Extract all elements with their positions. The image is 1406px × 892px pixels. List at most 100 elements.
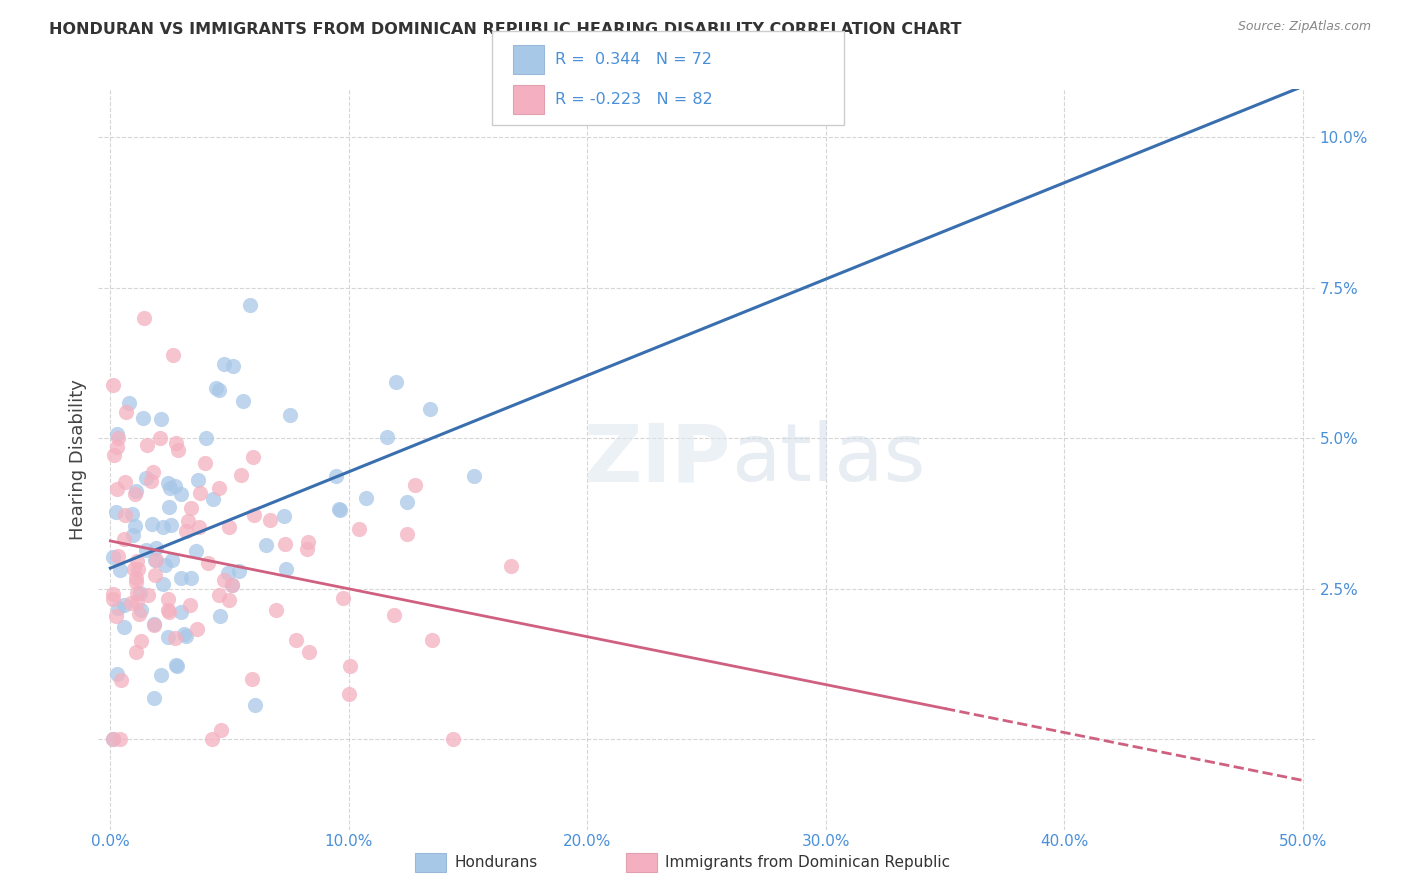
Point [162,348,184,362]
Point [170,487,193,501]
Point [125,574,148,589]
Point [157,605,180,619]
Point [167,443,190,458]
Point [125,483,148,498]
Point [103,449,125,463]
Point [118,395,141,409]
Point [325,468,347,483]
Point [385,375,408,389]
Point [208,609,231,624]
Point [165,657,187,672]
Point [274,562,297,576]
Point [142,465,165,479]
Point [332,591,354,606]
Text: Source: ZipAtlas.com: Source: ZipAtlas.com [1237,20,1371,33]
Point [375,430,398,444]
Point [105,482,128,496]
Point [101,377,124,392]
Point [297,645,319,659]
Point [163,479,186,493]
Point [101,549,124,564]
Point [347,522,370,536]
Point [125,595,148,609]
Point [127,561,149,575]
Point [179,598,201,612]
Point [201,732,224,747]
Point [150,411,173,425]
Text: Immigrants from Dominican Republic: Immigrants from Dominican Republic [665,855,950,870]
Point [112,620,135,634]
Point [419,401,441,416]
Point [122,562,145,576]
Point [155,558,177,572]
Text: atlas: atlas [731,420,925,499]
Point [295,542,318,557]
Point [127,586,149,600]
Point [329,503,352,517]
Point [132,411,155,425]
Text: R = -0.223   N = 82: R = -0.223 N = 82 [555,92,713,107]
Point [218,593,240,607]
Point [101,587,124,601]
Point [115,405,138,419]
Point [177,515,200,529]
Point [143,567,166,582]
Point [157,500,180,514]
Point [204,381,226,395]
Point [143,553,166,567]
Point [297,535,319,549]
Point [165,436,187,450]
Point [110,673,132,687]
Point [156,476,179,491]
Point [103,592,125,607]
Point [221,578,243,592]
Point [107,667,129,681]
Point [139,475,162,489]
Point [166,659,188,673]
Point [125,645,148,659]
Point [197,556,219,570]
Point [107,549,129,564]
Point [136,438,159,452]
Point [208,588,231,602]
Point [156,631,179,645]
Point [134,310,156,325]
Point [152,520,174,534]
Point [231,468,253,483]
Text: HONDURAN VS IMMIGRANTS FROM DOMINICAN REPUBLIC HEARING DISABILITY CORRELATION CH: HONDURAN VS IMMIGRANTS FROM DOMINICAN RE… [49,22,962,37]
Point [129,634,152,648]
Point [228,565,250,579]
Point [354,491,377,506]
Point [105,609,128,624]
Point [110,732,132,747]
Point [212,357,235,371]
Point [339,658,361,673]
Point [107,431,129,445]
Point [124,519,146,533]
Point [259,512,281,526]
Point [121,508,143,522]
Text: ZIP: ZIP [583,420,731,499]
Text: R =  0.344   N = 72: R = 0.344 N = 72 [555,52,713,67]
Point [152,576,174,591]
Point [186,623,208,637]
Point [128,607,150,621]
Point [104,505,127,519]
Point [243,698,266,713]
Point [284,633,307,648]
Point [337,687,360,701]
Point [141,516,163,531]
Point [239,298,262,312]
Point [499,559,522,574]
Point [404,478,426,492]
Point [122,528,145,542]
Point [232,393,254,408]
Point [108,563,131,577]
Point [112,532,135,546]
Point [156,603,179,617]
Point [170,571,193,585]
Point [208,481,231,495]
Point [174,524,197,538]
Point [143,691,166,706]
Point [187,519,209,533]
